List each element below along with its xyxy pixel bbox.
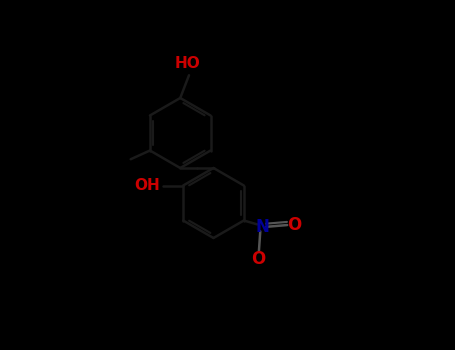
Text: OH: OH	[134, 178, 160, 193]
Text: O: O	[288, 216, 302, 234]
Text: O: O	[251, 250, 265, 268]
Text: N: N	[255, 218, 269, 236]
Text: HO: HO	[174, 56, 200, 71]
